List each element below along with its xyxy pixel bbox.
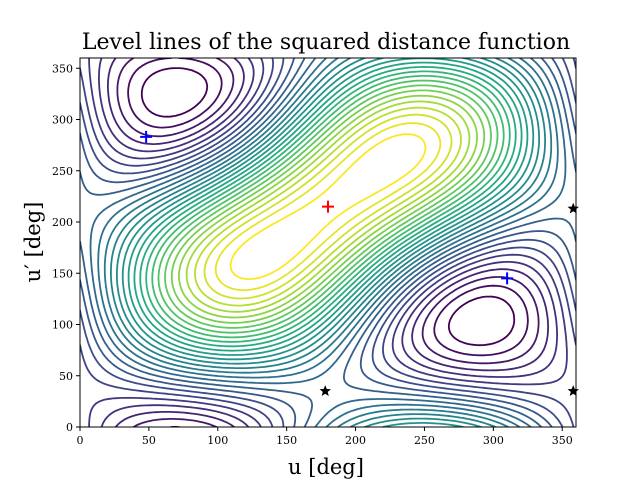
contour-line xyxy=(145,70,511,343)
minimum-plus-marker xyxy=(501,272,514,285)
y-tick-label: 0 xyxy=(66,421,73,434)
plot-frame xyxy=(79,57,577,428)
contour-line xyxy=(229,133,427,280)
y-axis-label: u′ [deg] xyxy=(21,202,45,283)
contour-line xyxy=(185,100,471,313)
y-tick-label: 300 xyxy=(52,114,73,127)
x-tick-label: 200 xyxy=(345,434,366,447)
contour-line xyxy=(80,58,576,427)
contour-line xyxy=(103,58,553,427)
contour-line xyxy=(97,58,559,427)
saddle-star-marker xyxy=(567,385,579,396)
y-tick-label: 50 xyxy=(59,370,73,383)
x-tick-label: 100 xyxy=(207,434,228,447)
x-tick-label: 0 xyxy=(77,434,84,447)
saddle-star-marker xyxy=(319,385,331,396)
saddle-star-marker xyxy=(567,202,579,214)
y-axis: 0 50 100 150 200 250 300 350 xyxy=(52,62,80,434)
contour-line xyxy=(107,58,549,427)
contour-line xyxy=(116,58,540,427)
contour-line xyxy=(110,58,546,427)
x-axis: 0 50 100 150 200 250 300 350 xyxy=(77,427,573,447)
y-tick-label: 250 xyxy=(52,165,73,178)
contour-line xyxy=(151,75,505,339)
contour-line xyxy=(140,67,516,347)
x-tick-label: 150 xyxy=(276,434,297,447)
contour-line xyxy=(98,58,558,427)
contour-line xyxy=(170,89,486,324)
contour-line xyxy=(139,66,517,348)
contour-line xyxy=(157,79,499,334)
y-tick-label: 100 xyxy=(52,319,73,332)
y-tick-label: 200 xyxy=(52,216,73,229)
contour-line xyxy=(89,58,567,427)
contour-line xyxy=(214,122,442,291)
contour-line xyxy=(178,94,478,319)
contour-line xyxy=(203,113,453,300)
chart-title: Level lines of the squared distance func… xyxy=(82,30,570,55)
maximum-plus-marker xyxy=(322,200,334,213)
x-tick-label: 250 xyxy=(414,434,435,447)
minimum-plus-marker xyxy=(140,130,153,143)
x-tick-label: 350 xyxy=(552,434,573,447)
contour-line xyxy=(88,58,568,427)
contour-lines xyxy=(80,58,576,427)
y-tick-label: 350 xyxy=(52,62,73,75)
markers xyxy=(140,130,579,396)
contour-line xyxy=(194,106,462,307)
contour-line xyxy=(164,84,492,329)
contour-line xyxy=(80,58,576,427)
x-tick-label: 300 xyxy=(483,434,504,447)
y-tick-label: 150 xyxy=(52,267,73,280)
contour-line xyxy=(133,61,523,352)
contour-line xyxy=(127,58,529,356)
x-tick-label: 50 xyxy=(142,434,156,447)
x-axis-label: u [deg] xyxy=(288,455,364,479)
